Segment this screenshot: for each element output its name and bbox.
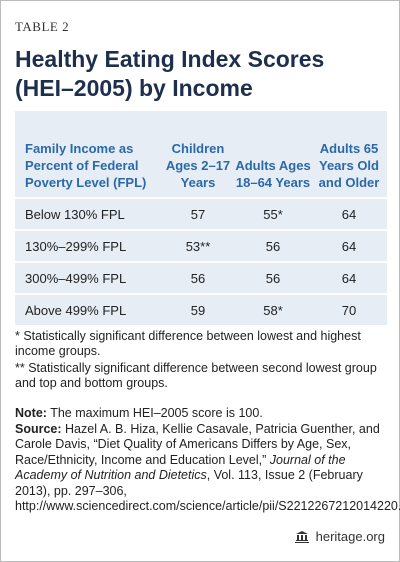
table-row: 130%–299% FPL 53** 56 64	[15, 229, 387, 261]
table-row: Below 130% FPL 57 55* 64	[15, 197, 387, 229]
header-row: Family Income as Percent of Federal Pove…	[15, 111, 387, 197]
row-label: Below 130% FPL	[25, 206, 125, 222]
table: Family Income as Percent of Federal Pove…	[15, 111, 387, 325]
brand: heritage.org	[315, 529, 385, 544]
notes: Note: The maximum HEI–2005 score is 100.…	[15, 406, 400, 515]
table-cell: 56	[265, 270, 281, 286]
source-text: , Vol. 113, Issue 2 (February 2013), pp.…	[15, 468, 400, 513]
table-cell: 59	[190, 302, 206, 318]
table-cell: 70	[341, 302, 357, 318]
table-cell: 58*	[263, 302, 283, 318]
table-cell: 64	[341, 206, 357, 222]
row-label: 300%–499% FPL	[25, 270, 127, 286]
footnote: * Statistically significant difference b…	[15, 329, 361, 358]
table-cell: 55*	[263, 206, 283, 222]
row-label: 130%–299% FPL	[25, 238, 127, 254]
source-text: Hazel A. B. Hiza, Kellie Casavale, Patri…	[15, 421, 380, 467]
table-row: Above 499% FPL 59 58* 70	[15, 293, 387, 325]
column-header: Family Income as Percent of Federal Pove…	[25, 141, 147, 190]
title: Healthy Eating Index Scores (HEI–2005) b…	[15, 46, 325, 101]
table-cell: 56	[190, 270, 206, 286]
column-header: Adults 65 Years Old and Older	[318, 141, 380, 190]
table-label: TABLE 2	[15, 19, 70, 34]
column-header: Children Ages 2–17 Years	[165, 141, 231, 190]
note: Note: The maximum HEI–2005 score is 100.	[15, 406, 387, 422]
table-cell: 64	[341, 238, 357, 254]
logo-icon	[294, 530, 309, 543]
footer: heritage.org	[294, 529, 385, 544]
footnote: ** Statistically significant difference …	[15, 361, 377, 390]
row-label: Above 499% FPL	[25, 302, 127, 318]
source-label: Source:	[15, 421, 62, 436]
table-cell: 57	[190, 206, 206, 222]
table-cell: 64	[341, 270, 357, 286]
source: Source: Hazel A. B. Hiza, Kellie Casaval…	[15, 421, 400, 515]
table-cell: 56	[265, 238, 281, 254]
journal: Journal of the Academy of Nutrition and …	[15, 452, 346, 483]
note-text: The maximum HEI–2005 score is 100.	[50, 406, 263, 420]
table-cell: 53**	[185, 238, 211, 254]
table-row: 300%–499% FPL 56 56 64	[15, 261, 387, 293]
note-label: Note:	[15, 406, 47, 420]
column-header: Adults Ages 18–64 Years	[235, 158, 311, 190]
